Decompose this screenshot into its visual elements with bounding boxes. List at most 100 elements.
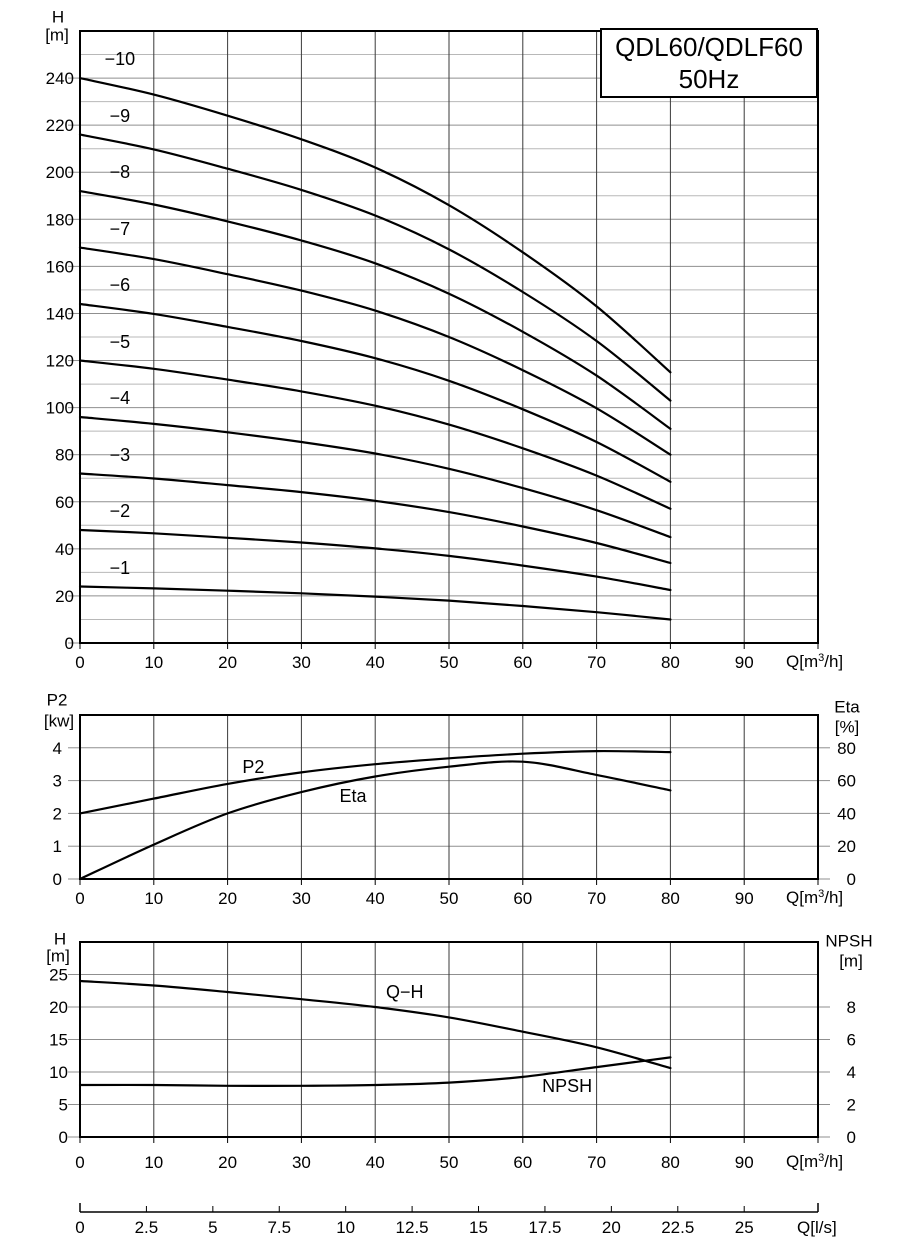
chart-title-box: QDL60/QDLF60 50Hz xyxy=(600,28,818,98)
x-tick-label: 90 xyxy=(735,889,754,908)
chart-title-frequency: 50Hz xyxy=(678,64,740,94)
y-tick-label-right: 8 xyxy=(847,998,856,1017)
x-tick-label: 50 xyxy=(440,1153,459,1172)
x-tick-label: 70 xyxy=(587,889,606,908)
q-unit-suffix: /h] xyxy=(824,652,844,671)
plot-border-head-curves xyxy=(79,30,819,644)
x-tick-label: 10 xyxy=(144,653,163,672)
x-tick-label: 50 xyxy=(440,653,459,672)
chart3-left-axis-name: H xyxy=(53,929,67,949)
chart2-right-axis-name: Eta xyxy=(834,697,860,717)
q-unit-suffix: /h] xyxy=(824,888,844,907)
chart2-x-axis-unit: Q[m3/h] xyxy=(786,888,844,907)
y-tick-label: 10 xyxy=(49,1063,68,1082)
curve-−1 xyxy=(78,585,672,621)
x-tick-label: 90 xyxy=(735,653,754,672)
y-tick-label: 20 xyxy=(55,587,74,606)
q-unit-sup: 3 xyxy=(818,1152,825,1164)
x-tick-label: 40 xyxy=(366,1153,385,1172)
x-tick-label: 20 xyxy=(218,653,237,672)
ls-tick-label: 2.5 xyxy=(135,1218,159,1237)
y-tick-label-right: 20 xyxy=(837,837,856,856)
y-tick-label: 120 xyxy=(46,352,74,371)
y-tick-label: 100 xyxy=(46,399,74,418)
curve-−4 xyxy=(78,415,672,539)
curve-NPSH xyxy=(78,1056,672,1087)
ls-tick-label: 25 xyxy=(735,1218,754,1237)
x-tick-label: 10 xyxy=(144,1153,163,1172)
ls-tick-label: 17.5 xyxy=(528,1218,561,1237)
y-tick-label: 5 xyxy=(59,1096,68,1115)
y-tick-label: 0 xyxy=(65,634,74,653)
x-tick-label: 60 xyxy=(513,1153,532,1172)
y-tick-label: 180 xyxy=(46,210,74,229)
chart3-right-axis-name: NPSH xyxy=(825,931,873,951)
y-tick-label: 140 xyxy=(46,304,74,323)
ls-tick-label: 20 xyxy=(602,1218,621,1237)
y-tick-label-right: 80 xyxy=(837,739,856,758)
x-tick-label: 70 xyxy=(587,1153,606,1172)
x-tick-label: 80 xyxy=(661,653,680,672)
x-tick-label: 20 xyxy=(218,889,237,908)
y-tick-label: 3 xyxy=(53,772,62,791)
chart3-left-axis-unit: [m] xyxy=(46,946,70,966)
chart1-x-axis-unit: Q[m3/h] xyxy=(786,652,844,671)
y-tick-label: 20 xyxy=(49,998,68,1017)
ls-tick-label: 12.5 xyxy=(396,1218,429,1237)
q-unit-sup: 3 xyxy=(818,888,825,900)
x-tick-label: 20 xyxy=(218,1153,237,1172)
q-unit-prefix: Q[m xyxy=(786,888,819,907)
y-tick-label: 2 xyxy=(53,804,62,823)
x-tick-label: 0 xyxy=(75,653,84,672)
x-tick-label: 30 xyxy=(292,1153,311,1172)
curve-−8 xyxy=(78,190,672,430)
x-tick-label: 50 xyxy=(440,889,459,908)
y-tick-label: 15 xyxy=(49,1031,68,1050)
x-tick-label: 30 xyxy=(292,653,311,672)
y-tick-label: 40 xyxy=(55,540,74,559)
y-tick-label: 1 xyxy=(53,837,62,856)
chart2-right-axis-unit: [%] xyxy=(834,717,860,737)
curve-−7 xyxy=(78,246,672,456)
y-tick-label: 160 xyxy=(46,257,74,276)
x-tick-label: 60 xyxy=(513,889,532,908)
curve-P2 xyxy=(78,749,672,815)
ls-tick-label: 7.5 xyxy=(267,1218,291,1237)
chart1-y-axis-name: H xyxy=(51,7,65,27)
curve-−3 xyxy=(78,472,672,565)
plot-border-qh-npsh xyxy=(79,941,819,1138)
chart2-left-axis-name: P2 xyxy=(46,690,68,710)
x-tick-label: 0 xyxy=(75,889,84,908)
y-tick-label: 220 xyxy=(46,116,74,135)
curve-−2 xyxy=(78,528,672,592)
x-tick-label: 70 xyxy=(587,653,606,672)
ls-axis-unit: Q[l/s] xyxy=(797,1218,837,1237)
x-tick-label: 80 xyxy=(661,889,680,908)
y-tick-label-right: 60 xyxy=(837,772,856,791)
curve-−5 xyxy=(78,359,672,510)
y-tick-label: 240 xyxy=(46,69,74,88)
x-tick-label: 0 xyxy=(75,1153,84,1172)
y-tick-label-right: 6 xyxy=(847,1031,856,1050)
y-tick-label: 200 xyxy=(46,163,74,182)
y-tick-label: 0 xyxy=(59,1128,68,1147)
curve-Eta xyxy=(78,760,672,881)
curve-−6 xyxy=(78,302,672,483)
chart3-right-axis-unit: [m] xyxy=(839,951,863,971)
chart1-y-axis-unit: [m] xyxy=(45,25,69,45)
chart3-x-axis-unit: Q[m3/h] xyxy=(786,1152,843,1171)
x-tick-label: 40 xyxy=(366,653,385,672)
q-unit-sup: 3 xyxy=(818,652,825,664)
ls-tick-label: 5 xyxy=(208,1218,217,1237)
ls-tick-label: 15 xyxy=(469,1218,488,1237)
y-tick-label-right: 4 xyxy=(847,1063,856,1082)
curve-−9 xyxy=(78,133,672,402)
x-tick-label: 10 xyxy=(144,889,163,908)
chart2-left-axis-unit: [kw] xyxy=(43,711,75,731)
y-tick-label: 60 xyxy=(55,493,74,512)
y-tick-label-right: 40 xyxy=(837,804,856,823)
y-tick-label: 4 xyxy=(53,739,62,758)
q-unit-prefix: Q[m xyxy=(786,1152,819,1171)
ls-tick-label: 10 xyxy=(336,1218,355,1237)
